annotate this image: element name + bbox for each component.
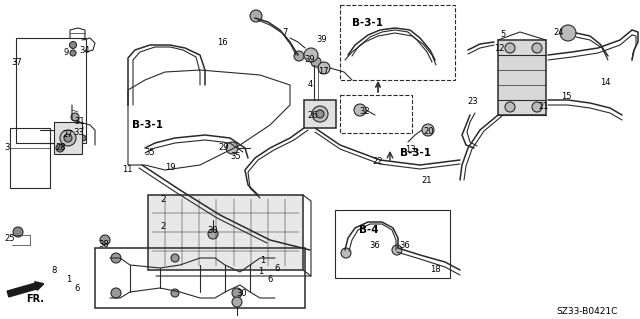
Text: 1: 1 — [260, 256, 265, 265]
Circle shape — [318, 62, 330, 74]
Text: 9: 9 — [64, 48, 69, 57]
Text: 4: 4 — [308, 80, 313, 89]
Text: 30: 30 — [207, 226, 218, 235]
Circle shape — [312, 106, 328, 122]
Circle shape — [171, 254, 179, 262]
Circle shape — [71, 113, 79, 121]
Text: B-3-1: B-3-1 — [132, 120, 163, 130]
Text: 29: 29 — [218, 143, 228, 152]
Text: 28: 28 — [55, 143, 66, 152]
Text: 22: 22 — [372, 157, 383, 166]
Bar — [16, 38, 86, 143]
Circle shape — [70, 50, 76, 56]
Text: 1: 1 — [258, 267, 263, 276]
Circle shape — [13, 227, 23, 237]
Text: 6: 6 — [274, 264, 280, 273]
Text: 23: 23 — [467, 97, 477, 106]
Text: 5: 5 — [500, 30, 505, 39]
Text: 13: 13 — [405, 145, 415, 154]
Bar — [340, 5, 455, 80]
Bar — [10, 128, 50, 188]
Text: 8: 8 — [51, 266, 56, 275]
Bar — [95, 248, 305, 308]
Text: 25: 25 — [4, 234, 15, 243]
Text: 3: 3 — [4, 143, 10, 152]
Circle shape — [77, 125, 83, 131]
Circle shape — [532, 43, 542, 53]
Text: 35: 35 — [230, 152, 241, 161]
Text: 2: 2 — [160, 196, 166, 204]
Text: B-3-1: B-3-1 — [352, 18, 383, 28]
Circle shape — [354, 104, 366, 116]
Text: 14: 14 — [600, 78, 611, 87]
Bar — [335, 210, 450, 278]
Text: 36: 36 — [369, 241, 380, 250]
Circle shape — [111, 288, 121, 298]
Text: 34: 34 — [79, 46, 90, 55]
Circle shape — [316, 110, 324, 118]
Circle shape — [505, 43, 515, 53]
Text: 19: 19 — [165, 163, 175, 172]
Text: 38: 38 — [98, 240, 109, 249]
Circle shape — [232, 297, 242, 307]
Circle shape — [70, 41, 77, 48]
Circle shape — [532, 102, 542, 112]
Circle shape — [111, 253, 121, 263]
Text: 15: 15 — [561, 92, 572, 101]
Text: SZ33-B0421C: SZ33-B0421C — [556, 307, 618, 316]
Text: 30: 30 — [236, 289, 246, 298]
Text: 35: 35 — [144, 148, 155, 157]
Text: B-3-1: B-3-1 — [400, 148, 431, 158]
Text: 6: 6 — [267, 275, 273, 284]
Text: 39: 39 — [316, 35, 326, 44]
Circle shape — [80, 135, 86, 141]
Bar — [148, 195, 303, 270]
Text: 36: 36 — [399, 241, 410, 250]
Text: 16: 16 — [217, 38, 228, 47]
FancyArrow shape — [7, 282, 44, 297]
Text: 21: 21 — [538, 102, 548, 111]
Bar — [54, 122, 82, 154]
Text: 39: 39 — [304, 55, 315, 64]
Text: 27: 27 — [62, 130, 72, 139]
Circle shape — [226, 142, 238, 154]
Circle shape — [505, 102, 515, 112]
Text: 20: 20 — [423, 127, 433, 136]
Circle shape — [250, 10, 262, 22]
Text: 7: 7 — [282, 28, 287, 37]
Text: 2: 2 — [160, 222, 165, 231]
Text: 31: 31 — [74, 117, 84, 126]
Text: B-4: B-4 — [359, 225, 379, 235]
Circle shape — [304, 48, 318, 62]
Circle shape — [56, 144, 64, 152]
Circle shape — [392, 245, 402, 255]
Text: 18: 18 — [430, 265, 440, 274]
Text: 24: 24 — [553, 28, 563, 37]
Circle shape — [64, 134, 72, 142]
Text: 11: 11 — [122, 165, 132, 174]
Bar — [304, 100, 336, 128]
Text: 6: 6 — [74, 284, 79, 293]
Text: 32: 32 — [359, 107, 370, 116]
Circle shape — [232, 288, 242, 298]
Text: 1: 1 — [66, 275, 71, 284]
Text: 17: 17 — [318, 67, 328, 76]
Circle shape — [311, 57, 321, 67]
Text: 26: 26 — [307, 111, 317, 120]
Text: 21: 21 — [421, 176, 431, 185]
Circle shape — [171, 289, 179, 297]
Circle shape — [208, 229, 218, 239]
Circle shape — [100, 235, 110, 245]
Circle shape — [60, 130, 76, 146]
Bar — [340, 95, 412, 133]
Text: FR.: FR. — [26, 294, 44, 304]
Text: 33: 33 — [73, 128, 84, 137]
Text: 37: 37 — [11, 58, 22, 67]
Text: 12: 12 — [494, 44, 504, 53]
Circle shape — [560, 25, 576, 41]
Bar — [498, 40, 546, 115]
Circle shape — [422, 124, 434, 136]
Circle shape — [341, 248, 351, 258]
Circle shape — [294, 51, 304, 61]
